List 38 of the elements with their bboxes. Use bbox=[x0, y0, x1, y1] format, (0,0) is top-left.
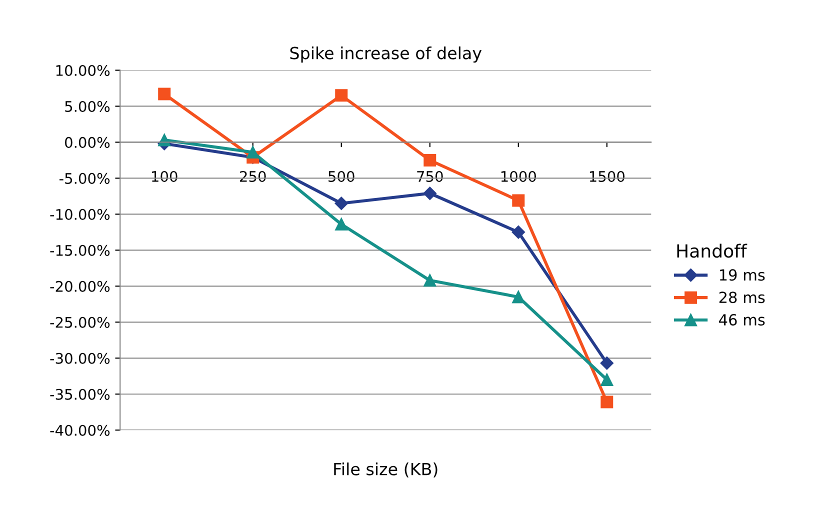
point bbox=[423, 186, 436, 200]
y-tick-label: 10.00% bbox=[56, 64, 110, 76]
legend-label: 28 ms bbox=[719, 292, 765, 304]
x-axis-title: File size (KB) bbox=[334, 462, 438, 478]
point bbox=[600, 356, 614, 370]
y-tick-label: -35.00% bbox=[50, 388, 110, 400]
x-tick-label: 1000 bbox=[501, 170, 536, 182]
y-tick-label: -5.00% bbox=[60, 172, 110, 184]
point bbox=[334, 196, 348, 210]
point bbox=[335, 89, 348, 102]
y-tick-label: -40.00% bbox=[50, 424, 110, 436]
y-tick-label: -25.00% bbox=[50, 316, 110, 328]
point bbox=[424, 274, 436, 287]
y-tick-label: -20.00% bbox=[50, 280, 110, 292]
legend-title: Handoff bbox=[677, 244, 748, 258]
point bbox=[246, 146, 260, 159]
y-tick-label: 0.00% bbox=[65, 136, 110, 148]
y-tick-label: -15.00% bbox=[50, 244, 110, 256]
point bbox=[158, 88, 171, 100]
point bbox=[600, 396, 614, 408]
chart-title: Spike increase of delay bbox=[290, 46, 482, 63]
point bbox=[512, 194, 525, 207]
point bbox=[424, 154, 436, 166]
point bbox=[158, 134, 171, 146]
x-tick-label: 1500 bbox=[590, 170, 624, 182]
x-tick-label: 250 bbox=[240, 170, 266, 182]
point bbox=[600, 373, 614, 386]
y-tick-label: -30.00% bbox=[50, 352, 110, 364]
x-tick-label: 500 bbox=[328, 170, 354, 182]
legend-label: 46 ms bbox=[719, 314, 765, 326]
y-tick-label: 5.00% bbox=[65, 100, 110, 112]
x-tick-label: 750 bbox=[417, 170, 443, 182]
point bbox=[335, 218, 348, 231]
legend-label: 19 ms bbox=[720, 269, 765, 281]
point bbox=[512, 226, 525, 239]
y-tick-label: -10.00% bbox=[50, 208, 110, 220]
point bbox=[512, 290, 525, 304]
x-tick-label: 100 bbox=[152, 170, 178, 182]
